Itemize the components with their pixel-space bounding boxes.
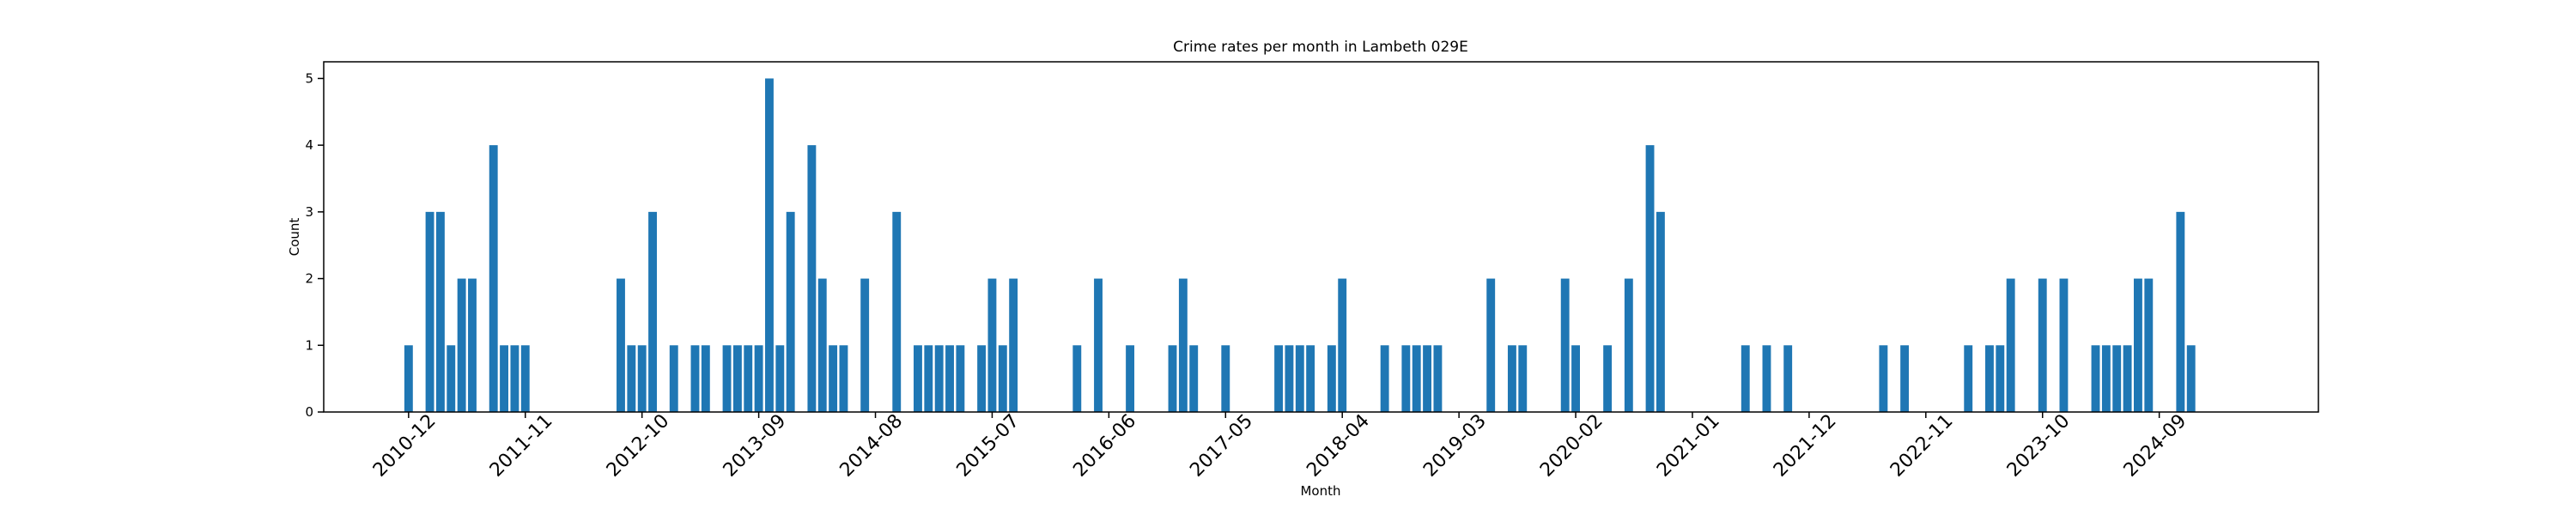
bar — [1433, 345, 1443, 412]
y-tick-label: 2 — [305, 271, 313, 287]
bar — [1645, 145, 1655, 412]
bar — [637, 345, 647, 412]
bar — [648, 211, 657, 412]
bar — [435, 211, 445, 412]
bar — [468, 278, 477, 412]
bar — [2133, 278, 2142, 412]
bar — [934, 345, 944, 412]
bar — [807, 145, 817, 412]
bar — [1571, 345, 1580, 412]
bar — [1072, 345, 1082, 412]
bar — [690, 345, 700, 412]
y-tick-label: 3 — [305, 204, 313, 220]
bar — [1518, 345, 1528, 412]
bar — [860, 278, 870, 412]
bar — [1401, 345, 1411, 412]
bar — [2186, 345, 2196, 412]
bar — [1412, 345, 1421, 412]
bar — [1338, 278, 1347, 412]
bar — [489, 145, 498, 412]
bar — [2112, 345, 2122, 412]
bar — [2101, 345, 2111, 412]
bar — [1380, 345, 1389, 412]
bar — [1560, 278, 1570, 412]
bar — [2038, 278, 2047, 412]
bar — [998, 345, 1007, 412]
bar — [2091, 345, 2100, 412]
bar — [1295, 345, 1304, 412]
bar — [1189, 345, 1199, 412]
bar — [1009, 278, 1018, 412]
bar — [977, 345, 987, 412]
bar — [1274, 345, 1284, 412]
bar — [2144, 278, 2154, 412]
y-tick-label: 1 — [305, 337, 313, 353]
bar — [627, 345, 636, 412]
bar — [1900, 345, 1910, 412]
bar — [892, 211, 902, 412]
bar — [1306, 345, 1315, 412]
bar — [1624, 278, 1633, 412]
bar — [1507, 345, 1516, 412]
bar — [669, 345, 678, 412]
bar — [510, 345, 519, 412]
bar — [722, 345, 732, 412]
bar — [2059, 278, 2069, 412]
bar — [1178, 278, 1188, 412]
bar — [2006, 278, 2015, 412]
bar — [987, 278, 997, 412]
bar — [775, 345, 785, 412]
bar — [520, 345, 530, 412]
bar — [617, 278, 625, 412]
bar — [1486, 278, 1496, 412]
bar — [1221, 345, 1230, 412]
bar — [1741, 345, 1750, 412]
bar — [765, 78, 774, 412]
bar — [945, 345, 954, 412]
bar — [744, 345, 753, 412]
bar — [839, 345, 848, 412]
bar — [829, 345, 838, 412]
bar — [425, 211, 434, 412]
bar — [754, 345, 763, 412]
bar — [732, 345, 742, 412]
y-tick-label: 4 — [305, 137, 313, 153]
chart-title: Crime rates per month in Lambeth 029E — [1173, 39, 1468, 56]
bar — [1603, 345, 1613, 412]
y-tick-label: 0 — [305, 404, 313, 420]
bar — [817, 278, 827, 412]
bar — [1985, 345, 1994, 412]
bar — [1126, 345, 1135, 412]
bar — [1327, 345, 1336, 412]
bar — [500, 345, 509, 412]
bar — [1879, 345, 1888, 412]
bar — [1964, 345, 1973, 412]
bar — [2123, 345, 2132, 412]
bar — [1168, 345, 1177, 412]
y-axis-label: Count — [287, 218, 302, 257]
y-tick-label: 5 — [305, 70, 313, 86]
bar — [914, 345, 922, 412]
bar — [1762, 345, 1771, 412]
bar — [956, 345, 965, 412]
bar — [1423, 345, 1432, 412]
plot-frame — [323, 61, 2319, 413]
bar — [1996, 345, 2005, 412]
bar — [1285, 345, 1294, 412]
bar — [924, 345, 933, 412]
bar — [1094, 278, 1103, 412]
bar — [1783, 345, 1793, 412]
x-axis-label: Month — [1300, 483, 1340, 499]
bar — [2176, 211, 2185, 412]
bar — [457, 278, 466, 412]
bar — [404, 345, 413, 412]
bar — [786, 211, 795, 412]
bar — [447, 345, 456, 412]
bar — [701, 345, 710, 412]
bar — [1656, 211, 1665, 412]
